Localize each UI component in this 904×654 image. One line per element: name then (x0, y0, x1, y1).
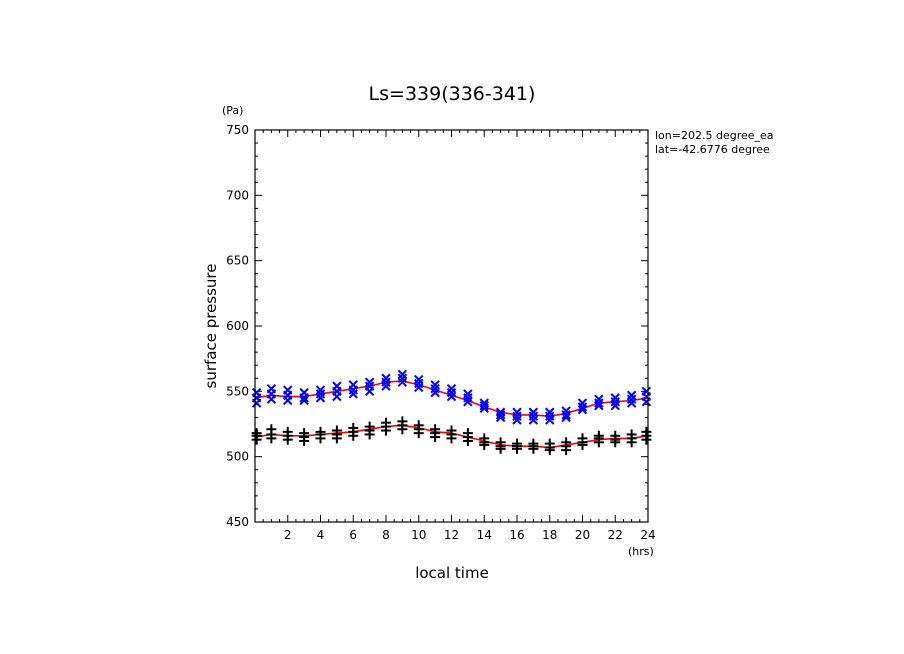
x-marker-point (299, 395, 309, 406)
x-tick-label: 2 (284, 528, 292, 542)
x-marker-point (512, 415, 522, 425)
plus-marker-point (266, 433, 277, 444)
plus-marker-point (430, 432, 441, 443)
chart-title: Ls=339(336-341) (369, 83, 536, 105)
x-tick-label: 10 (411, 528, 426, 542)
plus-marker-point (446, 433, 457, 444)
plus-marker-point (641, 434, 652, 445)
y-axis-label: surface pressure (202, 264, 220, 389)
y-tick-label: 600 (226, 319, 249, 333)
x-marker-point (577, 404, 588, 415)
x-marker-point (315, 393, 326, 403)
y-tick-label: 750 (226, 123, 249, 137)
x-marker-point (251, 398, 262, 408)
axis-ticks: 2 4 6 8 10 12 14 16 18 20 22 2445050055060065070075… (226, 123, 656, 542)
x-marker-point (332, 391, 342, 402)
plus-marker-point (512, 443, 522, 454)
x-unit-label: (hrs) (628, 545, 654, 558)
x-tick-label: 14 (477, 528, 492, 542)
x-marker-point (348, 389, 358, 399)
plus-marker-point (626, 437, 637, 448)
y-tick-label: 500 (226, 450, 249, 464)
y-tick-label: 550 (226, 384, 249, 398)
x-marker-point (364, 386, 375, 397)
x-marker-point (626, 398, 637, 408)
plus-marker-point (462, 435, 473, 446)
x-marker-point (381, 381, 391, 391)
x-marker-point (495, 410, 506, 420)
plus-marker-point (381, 425, 391, 436)
longitude-annotation: lon=202.5 degree_ea (655, 129, 774, 142)
plus-marker-point (610, 437, 621, 448)
x-marker-point (397, 377, 408, 387)
plus-marker-point (299, 435, 310, 446)
plus-marker-point (251, 434, 262, 445)
plus-marker-point (364, 429, 375, 440)
x-marker-point (283, 395, 293, 406)
plus-marker-point (397, 424, 408, 435)
x-marker-point (479, 403, 489, 414)
plus-marker-point (528, 443, 539, 454)
x-tick-label: 4 (317, 528, 325, 542)
x-tick-label: 22 (608, 528, 623, 542)
x-tick-label: 20 (575, 528, 590, 542)
plus-marker-point (561, 445, 572, 456)
plot-frame (254, 129, 649, 523)
fit-line-2 (254, 380, 649, 418)
y-tick-label: 450 (226, 515, 249, 529)
plus-marker-point (348, 430, 359, 441)
x-tick-label: 18 (542, 528, 557, 542)
plus-marker-point (577, 439, 588, 450)
x-marker-point (577, 402, 588, 412)
x-marker-point (610, 400, 620, 411)
plus-marker-point (479, 439, 490, 450)
x-marker-point (561, 410, 571, 420)
plus-marker-point (315, 433, 326, 444)
plus-marker-point (544, 445, 555, 456)
x-tick-label: 8 (382, 528, 390, 542)
x-marker-point (594, 400, 604, 411)
x-tick-label: 24 (640, 528, 655, 542)
x-tick-label: 12 (444, 528, 459, 542)
x-marker-point (545, 415, 555, 425)
x-marker-point (414, 382, 424, 393)
x-marker-point (528, 415, 539, 425)
x-marker-point (641, 397, 652, 407)
y-tick-label: 700 (226, 188, 249, 202)
plus-marker-point (495, 443, 506, 454)
latitude-annotation: lat=-42.6776 degree (655, 143, 770, 156)
plus-marker-point (282, 434, 293, 445)
x-marker-point (463, 397, 473, 407)
x-marker-point (299, 393, 309, 403)
plus-marker-point (593, 437, 604, 448)
data-points (251, 369, 652, 456)
x-tick-label: 6 (349, 528, 357, 542)
x-tick-label: 16 (509, 528, 524, 542)
x-marker-point (479, 400, 489, 411)
x-marker-point (495, 412, 506, 423)
y-tick-label: 650 (226, 254, 249, 268)
x-marker-point (594, 398, 604, 408)
x-marker-point (446, 391, 457, 402)
x-marker-point (266, 394, 277, 404)
y-unit-label: (Pa) (222, 104, 243, 117)
x-marker-point (561, 412, 571, 423)
x-marker-point (430, 387, 440, 398)
plus-marker-point (413, 428, 424, 439)
plus-marker-point (331, 433, 342, 444)
x-axis-label: local time (415, 564, 489, 582)
